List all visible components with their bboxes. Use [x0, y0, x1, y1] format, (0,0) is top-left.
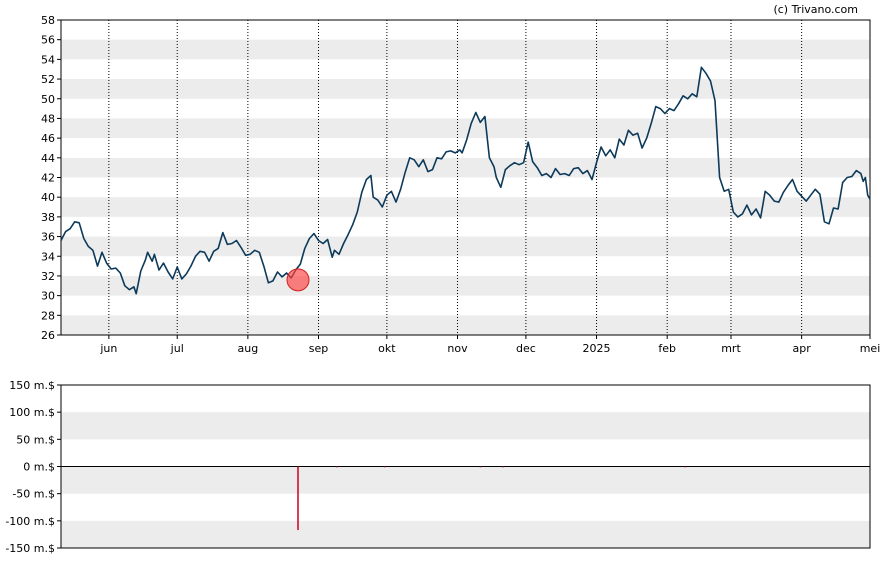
y-tick-label: 38 — [41, 211, 55, 224]
x-tick-label: feb — [658, 342, 676, 355]
y-tick-label: 26 — [41, 329, 55, 342]
x-tick-label: jul — [170, 342, 184, 355]
grid-band — [61, 412, 870, 440]
y-tick-label: 30 — [41, 290, 55, 303]
grid-band — [61, 157, 870, 178]
x-tick-label: okt — [378, 342, 396, 355]
x-tick-label: jun — [99, 342, 117, 355]
y-tick-label: 58 — [41, 14, 55, 27]
y-tick-label: -50 m.$ — [12, 488, 55, 501]
price-chart: jun jul aug sep okt nov dec 2025 feb mrt apr mei 26 2… — [41, 14, 880, 355]
y-tick-label: 56 — [41, 34, 55, 47]
y-tick-label: 50 m.$ — [16, 433, 55, 446]
grid-band — [61, 520, 870, 548]
y-tick-label: 36 — [41, 231, 55, 244]
y-tick-label: 46 — [41, 132, 55, 145]
y-tick-label: 150 m.$ — [9, 379, 55, 392]
grid-band — [61, 275, 870, 296]
y-tick-label: 40 — [41, 191, 55, 204]
y-tick-label: -100 m.$ — [5, 515, 55, 528]
copyright-label: (c) Trivano.com — [773, 3, 858, 16]
x-tick-label: 2025 — [583, 342, 611, 355]
grid-band — [61, 236, 870, 257]
plot-frame — [60, 19, 871, 336]
y-tick-label: 28 — [41, 309, 55, 322]
x-tick-label: dec — [516, 342, 536, 355]
x-tick-label: aug — [238, 342, 259, 355]
y-tick-label: 44 — [41, 152, 55, 165]
grid-band — [61, 118, 870, 139]
y-tick-label: 50 — [41, 93, 55, 106]
grid-band — [61, 79, 870, 99]
y-tick-label: 32 — [41, 270, 55, 283]
x-tick-label: nov — [447, 342, 468, 355]
grid-band — [61, 197, 870, 217]
volume-chart: 150 m.$ 100 m.$ 50 m.$ 0 m.$ -50 m.$ -100 m.$… — [5, 379, 871, 555]
price-line — [60, 66, 871, 295]
event-marker — [286, 268, 310, 292]
y-tick-label: 48 — [41, 112, 55, 125]
plot-frame — [60, 384, 871, 549]
x-tick-label: mrt — [721, 342, 741, 355]
x-tick-label: mei — [860, 342, 881, 355]
y-tick-label: 34 — [41, 250, 55, 263]
y-tick-label: 100 m.$ — [9, 406, 55, 419]
x-tick-label: apr — [793, 342, 812, 355]
x-tick-label: sep — [309, 342, 328, 355]
y-tick-label: 0 m.$ — [23, 461, 55, 474]
grid-band — [61, 466, 870, 494]
y-tick-label: 54 — [41, 53, 55, 66]
y-tick-label: 42 — [41, 172, 55, 185]
y-tick-label: 52 — [41, 73, 55, 86]
grid-band — [61, 39, 870, 60]
grid-band — [61, 315, 870, 335]
y-tick-label: -150 m.$ — [5, 542, 55, 555]
